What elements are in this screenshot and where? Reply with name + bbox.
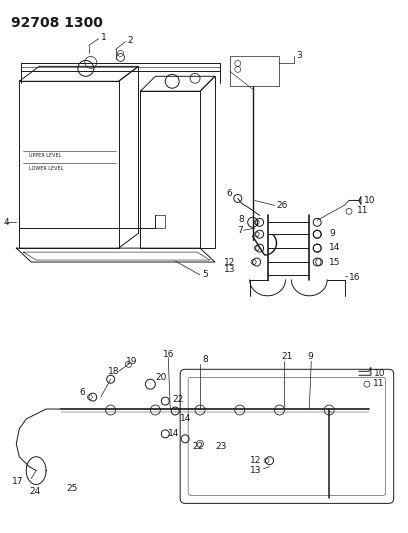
Text: 11: 11: [373, 379, 384, 387]
Text: 10: 10: [364, 196, 375, 205]
Text: 14: 14: [329, 243, 341, 252]
Text: 8: 8: [238, 215, 244, 224]
Text: 26: 26: [277, 201, 288, 210]
Text: 22: 22: [192, 442, 203, 451]
Text: 19: 19: [126, 357, 137, 366]
Text: 1: 1: [101, 33, 106, 42]
Text: 12: 12: [250, 456, 262, 465]
Text: 6: 6: [226, 189, 232, 198]
Text: 9: 9: [307, 352, 313, 361]
Text: 11: 11: [357, 206, 368, 215]
Text: LOWER LEVEL: LOWER LEVEL: [29, 166, 64, 171]
Text: 20: 20: [155, 373, 167, 382]
Text: 92708 1300: 92708 1300: [11, 15, 103, 30]
Text: 21: 21: [282, 352, 293, 361]
Text: 24: 24: [29, 487, 40, 496]
Bar: [230, 56, 279, 86]
Text: 22: 22: [172, 394, 184, 403]
Text: 3: 3: [296, 51, 302, 60]
Text: 18: 18: [108, 367, 119, 376]
Text: 2: 2: [128, 36, 133, 45]
Text: 5: 5: [202, 270, 208, 279]
Text: 10: 10: [374, 369, 385, 378]
Text: 4: 4: [3, 218, 9, 227]
Text: 16: 16: [349, 273, 361, 282]
Text: 17: 17: [12, 477, 23, 486]
Text: 15: 15: [329, 257, 341, 266]
Text: 7: 7: [237, 226, 243, 235]
Text: 13: 13: [250, 466, 262, 475]
Text: 9: 9: [329, 229, 335, 238]
Text: 8: 8: [202, 355, 208, 364]
Text: 6: 6: [79, 387, 85, 397]
Text: UPPER LEVEL: UPPER LEVEL: [29, 154, 62, 158]
Text: 12: 12: [224, 257, 236, 266]
Text: 14: 14: [168, 430, 180, 438]
Text: 13: 13: [224, 265, 236, 274]
Text: 23: 23: [215, 442, 226, 451]
Text: 16: 16: [163, 350, 175, 359]
Text: 14: 14: [180, 415, 191, 423]
Text: 25: 25: [66, 484, 78, 493]
